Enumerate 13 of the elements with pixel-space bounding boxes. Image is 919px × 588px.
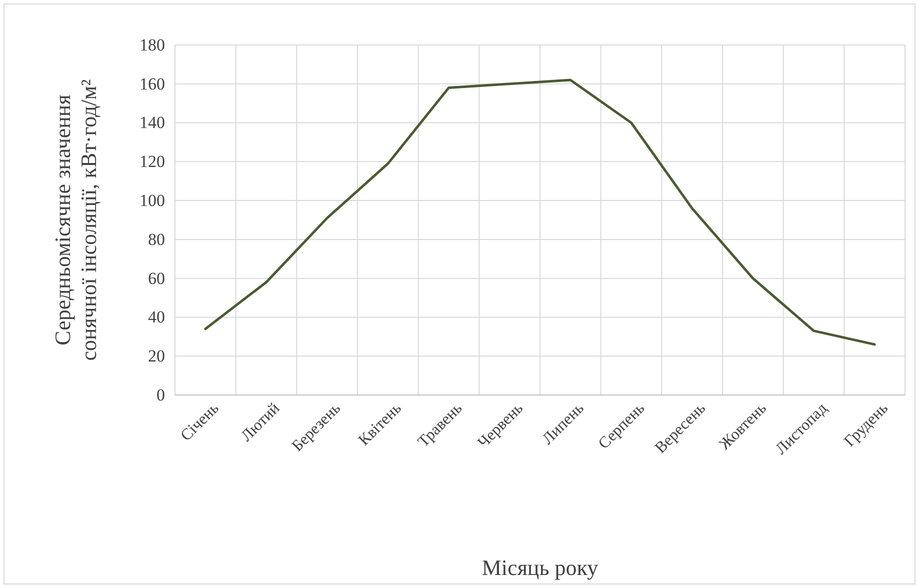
y-tick-label: 40 (148, 308, 165, 327)
y-tick-label: 80 (148, 230, 165, 249)
y-tick-label: 180 (140, 35, 165, 54)
y-tick-label: 20 (148, 346, 165, 366)
y-tick-label: 140 (140, 113, 165, 132)
y-tick-label: 100 (140, 190, 165, 210)
line-series (204, 78, 876, 346)
y-tick-label: 120 (140, 152, 165, 172)
x-axis-title: Місяць року (482, 555, 598, 580)
y-tick-label: 60 (148, 268, 165, 288)
y-tick-label: 0 (156, 385, 165, 404)
y-axis-title: Середньомісячне значення сонячної інсоляції, кВт·год/м² (50, 78, 101, 361)
y-tick-label: 160 (140, 74, 165, 94)
